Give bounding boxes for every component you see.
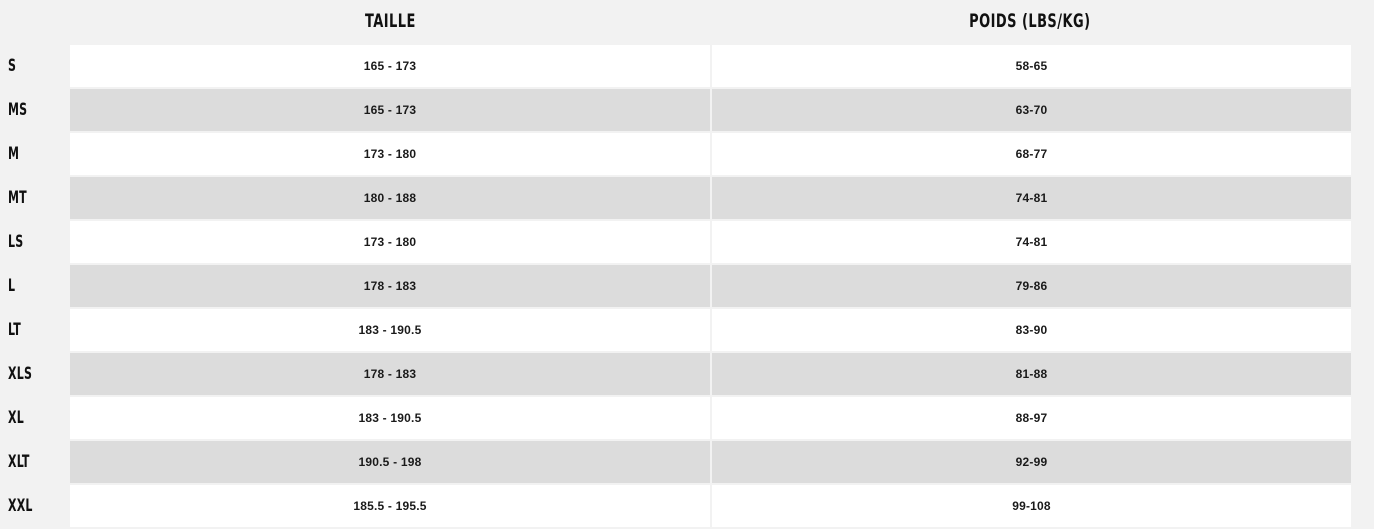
cell-poids: 68-77: [712, 133, 1351, 175]
row-header-size-label: MS: [8, 100, 28, 120]
table-row: M 173 - 180 68-77: [0, 133, 1374, 175]
row-trailing-space: [1351, 485, 1374, 527]
header-corner-cell: [0, 0, 70, 45]
table-body: S 165 - 173 58-65 MS 165 - 173 63-70 M 1…: [0, 45, 1374, 529]
table-row: L 178 - 183 79-86: [0, 265, 1374, 307]
column-divider: [710, 353, 712, 395]
row-header-size-label: XLT: [8, 452, 30, 472]
cell-taille: 165 - 173: [70, 89, 710, 131]
row-trailing-space: [1351, 309, 1374, 351]
row-header-size-label: L: [8, 276, 16, 296]
row-trailing-space: [1351, 45, 1374, 87]
column-divider: [710, 177, 712, 219]
row-header-size: S: [0, 45, 70, 87]
row-header-size: LS: [0, 221, 70, 263]
row-trailing-space: [1351, 397, 1374, 439]
table-row: MS 165 - 173 63-70: [0, 89, 1374, 131]
row-header-size-label: LS: [8, 232, 24, 252]
row-trailing-space: [1351, 265, 1374, 307]
table-row: MT 180 - 188 74-81: [0, 177, 1374, 219]
cell-taille: 180 - 188: [70, 177, 710, 219]
column-divider: [710, 45, 712, 87]
cell-taille: 165 - 173: [70, 45, 710, 87]
column-divider: [710, 133, 712, 175]
table-row: XXL 185.5 - 195.5 99-108: [0, 485, 1374, 527]
column-header-poids: POIDS (LBS/KG): [710, 0, 1349, 45]
table-row: XL 183 - 190.5 88-97: [0, 397, 1374, 439]
cell-poids: 58-65: [712, 45, 1351, 87]
cell-poids: 83-90: [712, 309, 1351, 351]
column-divider: [710, 221, 712, 263]
cell-poids: 79-86: [712, 265, 1351, 307]
row-header-size-label: XXL: [8, 496, 33, 516]
row-header-size: XXL: [0, 485, 70, 527]
row-header-size: L: [0, 265, 70, 307]
cell-poids: 63-70: [712, 89, 1351, 131]
cell-taille: 183 - 190.5: [70, 309, 710, 351]
table-header-row: TAILLE POIDS (LBS/KG): [0, 0, 1374, 45]
cell-taille: 183 - 190.5: [70, 397, 710, 439]
table-row: LS 173 - 180 74-81: [0, 221, 1374, 263]
cell-poids: 81-88: [712, 353, 1351, 395]
row-header-size: XLT: [0, 441, 70, 483]
cell-taille: 190.5 - 198: [70, 441, 710, 483]
cell-taille: 178 - 183: [70, 265, 710, 307]
table-row: S 165 - 173 58-65: [0, 45, 1374, 87]
table-row: XLT 190.5 - 198 92-99: [0, 441, 1374, 483]
row-trailing-space: [1351, 353, 1374, 395]
row-header-size: MS: [0, 89, 70, 131]
cell-poids: 74-81: [712, 221, 1351, 263]
row-header-size-label: M: [8, 144, 20, 164]
cell-taille: 178 - 183: [70, 353, 710, 395]
row-header-size-label: LT: [8, 320, 21, 340]
row-header-size: MT: [0, 177, 70, 219]
row-header-size-label: XLS: [8, 364, 33, 384]
column-divider: [710, 441, 712, 483]
cell-poids: 99-108: [712, 485, 1351, 527]
cell-taille: 173 - 180: [70, 133, 710, 175]
table-row: LT 183 - 190.5 83-90: [0, 309, 1374, 351]
row-header-size-label: MT: [8, 188, 27, 208]
row-trailing-space: [1351, 177, 1374, 219]
column-divider: [710, 397, 712, 439]
row-header-size-label: S: [8, 56, 17, 76]
column-divider: [710, 265, 712, 307]
row-header-size: XLS: [0, 353, 70, 395]
cell-taille: 173 - 180: [70, 221, 710, 263]
row-header-size-label: XL: [8, 408, 24, 428]
column-header-taille: TAILLE: [70, 0, 710, 45]
column-divider: [710, 485, 712, 527]
row-header-size: M: [0, 133, 70, 175]
cell-poids: 74-81: [712, 177, 1351, 219]
row-trailing-space: [1351, 441, 1374, 483]
cell-poids: 88-97: [712, 397, 1351, 439]
column-header-poids-label: POIDS (LBS/KG): [968, 9, 1091, 32]
table-row: XLS 178 - 183 81-88: [0, 353, 1374, 395]
row-trailing-space: [1351, 133, 1374, 175]
row-header-size: LT: [0, 309, 70, 351]
row-header-size: XL: [0, 397, 70, 439]
column-divider: [710, 89, 712, 131]
column-divider: [710, 309, 712, 351]
cell-poids: 92-99: [712, 441, 1351, 483]
row-trailing-space: [1351, 221, 1374, 263]
cell-taille: 185.5 - 195.5: [70, 485, 710, 527]
row-trailing-space: [1351, 89, 1374, 131]
column-header-taille-label: TAILLE: [364, 9, 416, 32]
